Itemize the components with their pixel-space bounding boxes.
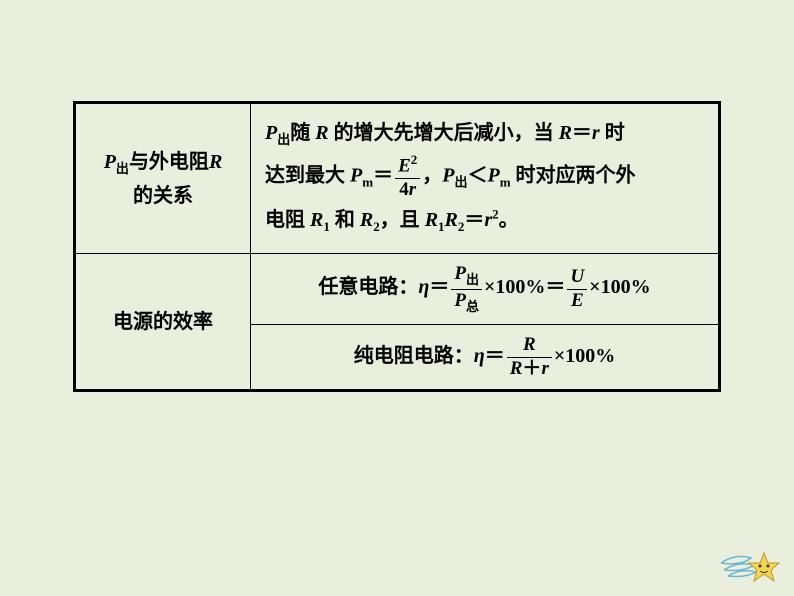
- text: 纯电阻电路：: [354, 345, 474, 367]
- content-line: 达到最大 Pm＝E24r，P出＜Pm 时对应两个外: [265, 153, 704, 201]
- table-row: 电源的效率 任意电路：η＝P出P总×100%＝UE×100%: [76, 254, 719, 324]
- text: ，: [422, 164, 442, 186]
- text: 电源的效率: [113, 311, 213, 333]
- var-r: r: [484, 209, 492, 231]
- text: 达到最大: [265, 164, 350, 186]
- var-U: U: [567, 267, 587, 290]
- var-R: R: [559, 122, 572, 144]
- var-eta: η: [474, 345, 485, 367]
- var-R: R: [310, 209, 323, 231]
- row2-content1: 任意电路：η＝P出P总×100%＝UE×100%: [251, 254, 719, 324]
- sub-out: 出: [116, 161, 129, 176]
- text: ×100%: [554, 345, 615, 367]
- var-R: R: [315, 122, 328, 144]
- sub: 总: [466, 298, 479, 313]
- table-row: P出与外电阻R 的关系 P出随 R 的增大先增大后减小，当 R＝r 时 达到最大…: [76, 104, 719, 254]
- var-P: P: [104, 151, 116, 173]
- var-R: R: [510, 358, 523, 379]
- var-P: P: [265, 122, 277, 144]
- var-r: r: [409, 179, 416, 200]
- sub-m: m: [362, 174, 373, 189]
- var-R: R: [425, 209, 438, 231]
- content-line: 电阻 R1 和 R2，且 R1R2＝r2。: [265, 201, 704, 240]
- sub: 出: [454, 174, 467, 189]
- text: 任意电路：: [318, 277, 418, 299]
- var-E: E: [567, 290, 587, 312]
- sub: 出: [466, 272, 479, 287]
- var-P: P: [454, 263, 466, 284]
- fraction: E24r: [395, 153, 420, 201]
- text: ×100%: [589, 277, 650, 299]
- sup: 2: [411, 152, 418, 167]
- var-P: P: [454, 290, 466, 311]
- row1-content: P出随 R 的增大先增大后减小，当 R＝r 时 达到最大 Pm＝E24r，P出＜…: [251, 104, 719, 254]
- fraction: RR＋r: [507, 335, 552, 380]
- row1-header: P出与外电阻R 的关系: [76, 104, 251, 254]
- var-P: P: [442, 164, 454, 186]
- eq: ＝: [429, 277, 449, 299]
- plus: ＋: [522, 358, 541, 379]
- text: 的增大先增大后减小，当: [329, 122, 559, 144]
- text: 时: [600, 122, 625, 144]
- sub-m: m: [500, 174, 511, 189]
- main-table: P出与外电阻R 的关系 P出随 R 的增大先增大后减小，当 R＝r 时 达到最大…: [75, 103, 719, 390]
- var-r: r: [541, 358, 548, 379]
- text: 时对应两个外: [511, 164, 636, 186]
- eq: ＝: [485, 345, 505, 367]
- content-line: P出随 R 的增大先增大后减小，当 R＝r 时: [265, 114, 704, 153]
- text: 。: [499, 209, 519, 231]
- var-r: r: [592, 122, 600, 144]
- text: ，且: [380, 209, 425, 231]
- var-R: R: [209, 151, 222, 173]
- text: 与外电阻: [129, 151, 209, 173]
- var-R: R: [445, 209, 458, 231]
- var-E: E: [398, 155, 411, 176]
- eq: ＝: [572, 122, 592, 144]
- text: 随: [290, 122, 315, 144]
- row2-content2: 纯电阻电路：η＝RR＋r×100%: [251, 324, 719, 390]
- var-eta: η: [418, 277, 429, 299]
- physics-formula-table: P出与外电阻R 的关系 P出随 R 的增大先增大后减小，当 R＝r 时 达到最大…: [73, 101, 721, 392]
- eq: ＝: [373, 164, 393, 186]
- star-decoration-icon: [716, 528, 786, 588]
- var-R: R: [360, 209, 373, 231]
- fraction: UE: [567, 267, 587, 312]
- lt: ＜: [467, 164, 487, 186]
- num-4: 4: [399, 179, 409, 200]
- var-P: P: [487, 164, 499, 186]
- text: ×100%＝: [484, 277, 565, 299]
- var-R: R: [507, 335, 552, 358]
- eq: ＝: [464, 209, 484, 231]
- fraction: P出P总: [451, 264, 482, 313]
- row2-header: 电源的效率: [76, 254, 251, 390]
- text: 和: [330, 209, 360, 231]
- sub: 出: [277, 132, 290, 147]
- var-P: P: [350, 164, 362, 186]
- text: 电阻: [265, 209, 310, 231]
- text: 的关系: [133, 185, 193, 207]
